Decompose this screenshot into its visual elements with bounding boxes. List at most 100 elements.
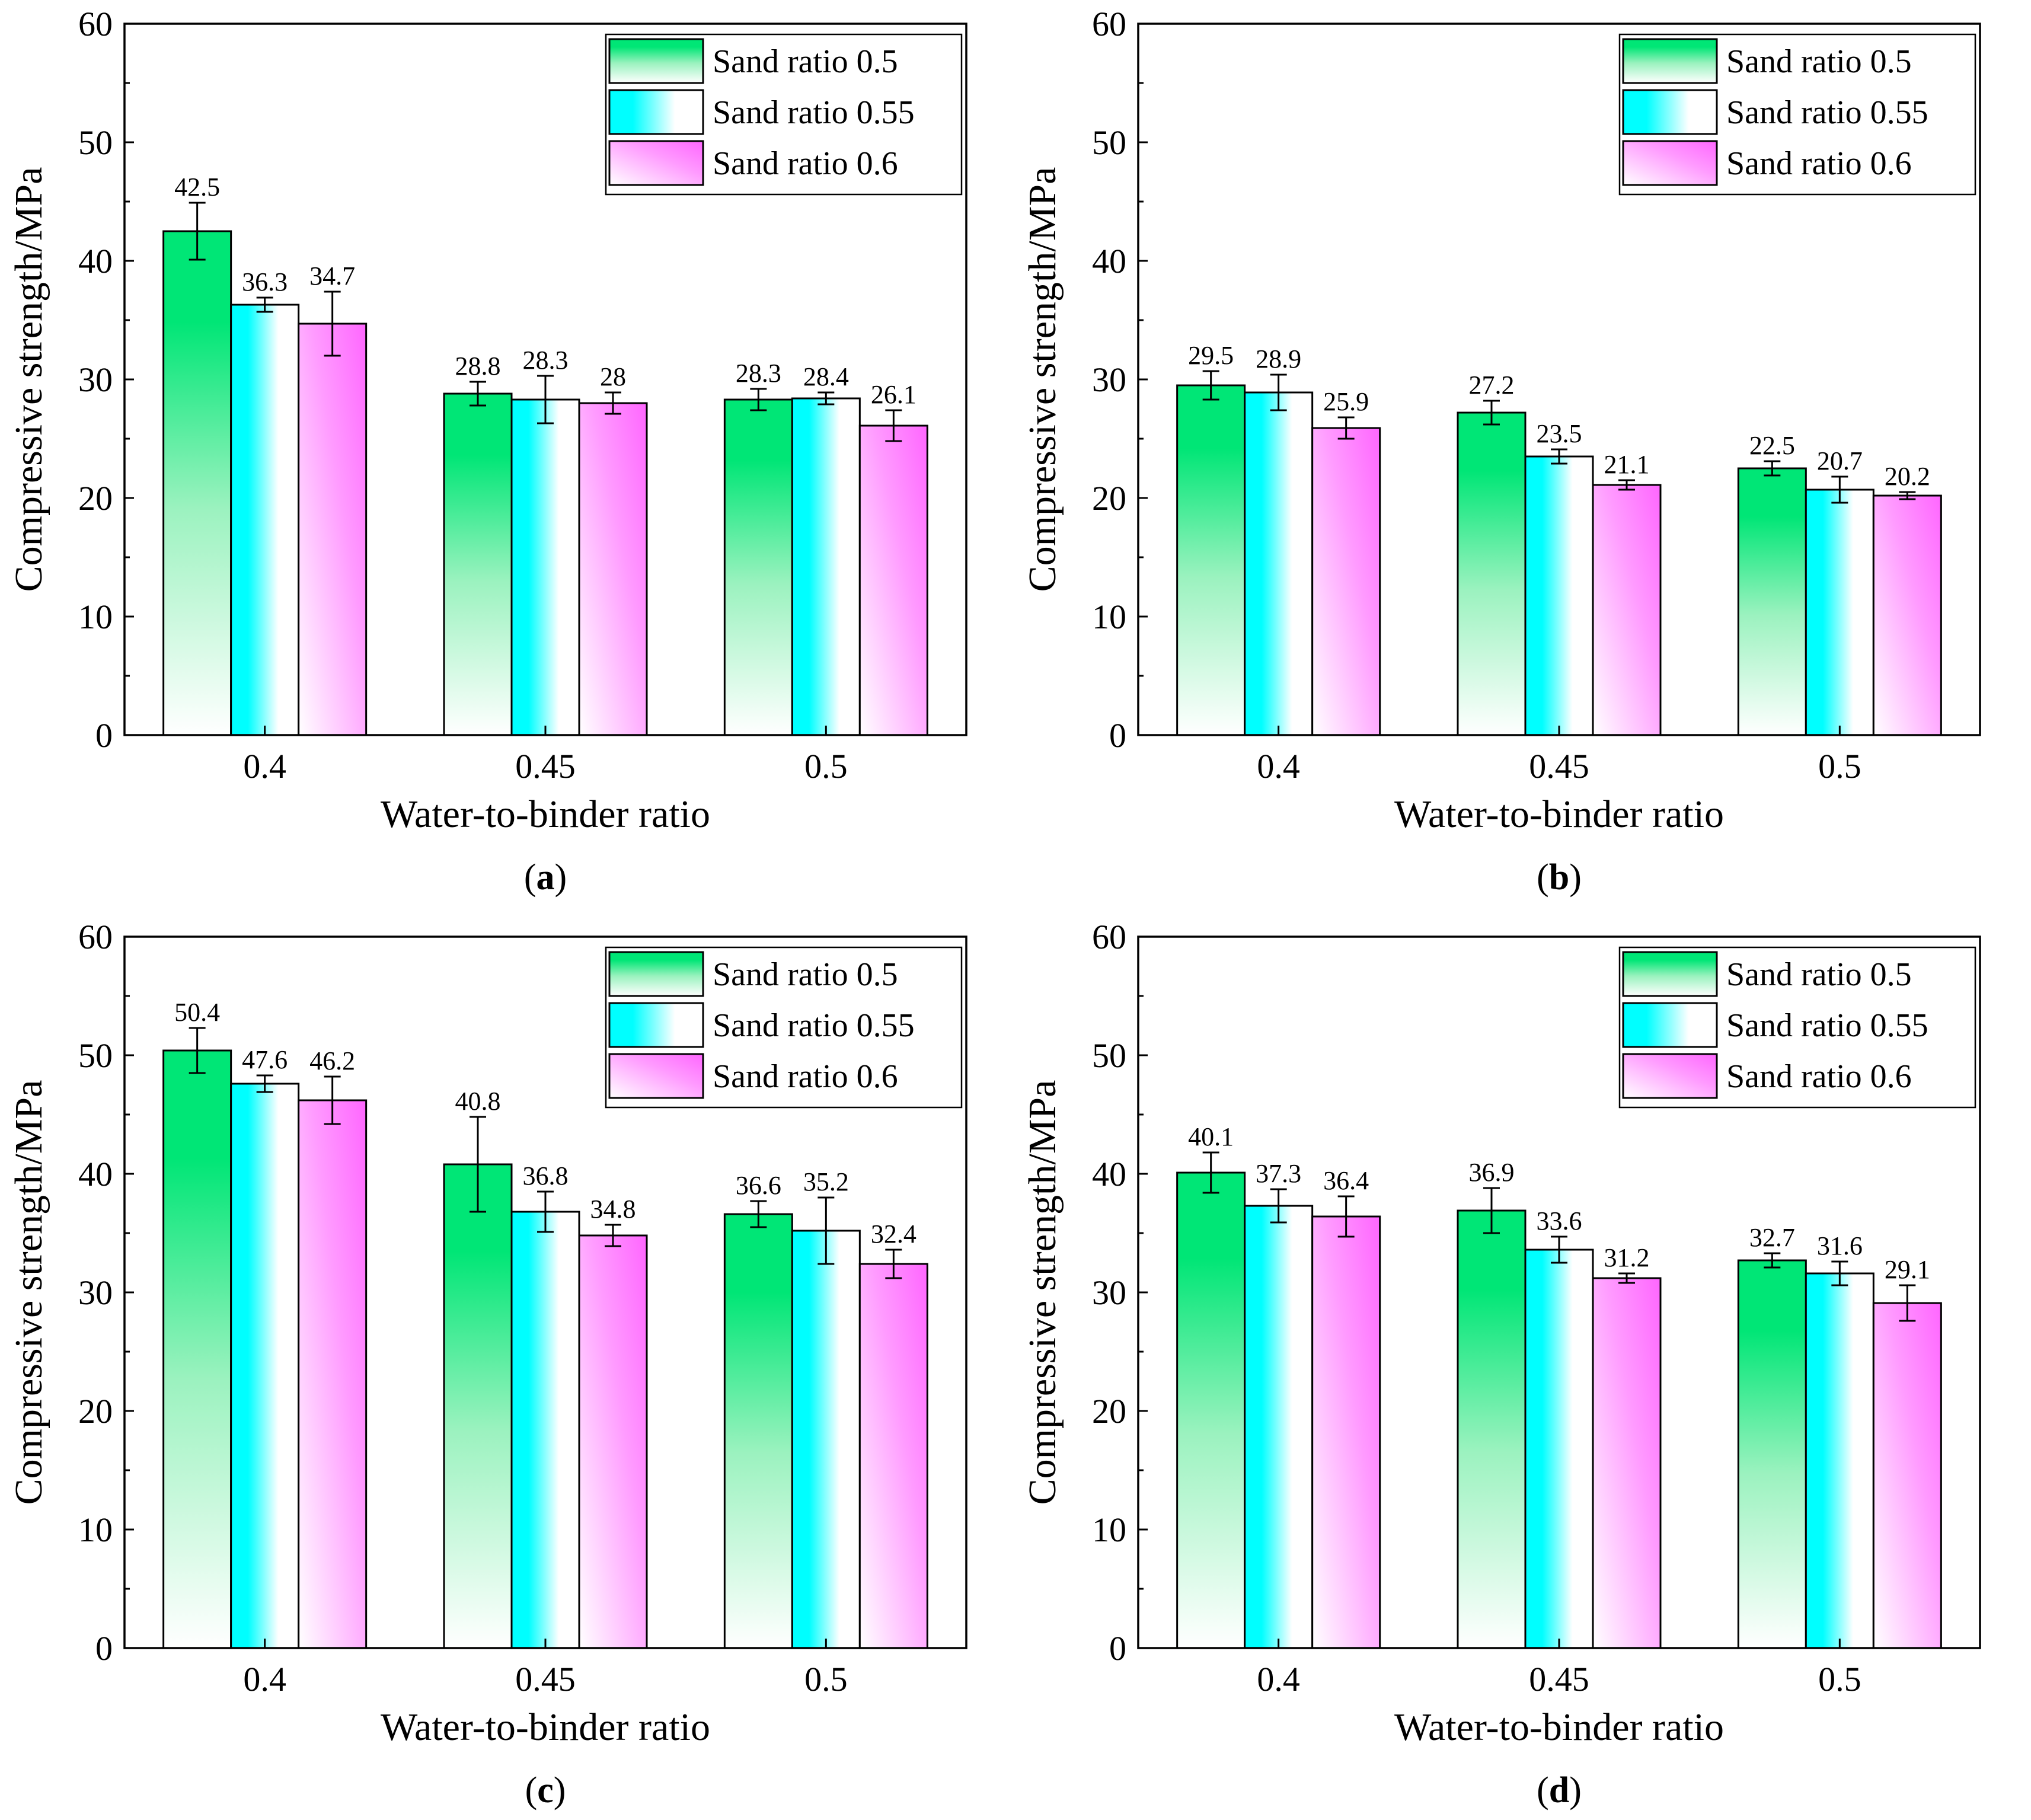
legend-swatch [608,140,704,186]
panel-label-paren: ( [524,857,537,898]
data-label: 23.5 [1537,419,1582,448]
x-tick-label: 0.5 [804,747,848,786]
x-tick-label: 0.45 [515,747,576,786]
panel-label-letter: c [537,1770,554,1811]
data-label: 20.7 [1817,446,1863,475]
bar-b-0.4-s1 [1244,391,1314,736]
legend-swatch [608,1053,704,1099]
data-label: 25.9 [1323,387,1369,416]
y-tick-label: 50 [1092,1036,1126,1075]
y-tick-label: 10 [78,598,113,636]
bar-d-0.45-s1 [1524,1249,1594,1649]
data-label: 28.9 [1256,344,1301,373]
data-label: 28.4 [803,362,849,391]
bar-b-0.45-s2 [1592,484,1662,736]
panel-label-paren: ) [1569,857,1582,898]
panel-label-paren: ( [525,1770,538,1811]
chart-panels: 42.5 36.3 34.7 0.4 28.8 28.3 28 0.45 28.3 28.4 26.… [7,5,1981,1811]
bar-a-0.5-s0 [723,398,793,736]
data-label: 42.5 [174,173,220,202]
data-label: 26.1 [871,380,916,409]
plot-frame [123,23,967,736]
bar-a-0.5-s1 [791,397,861,736]
y-tick-label: 30 [78,1273,113,1312]
x-axis-title: Water-to-binder ratio [381,793,710,836]
x-tick-label: 0.5 [804,1660,848,1698]
y-tick-label: 30 [1092,1273,1126,1312]
bar-c-0.4-s2 [298,1099,368,1649]
data-label: 47.6 [242,1045,288,1074]
x-axis-title: Water-to-binder ratio [1394,1706,1724,1749]
y-axis-title: Compressive strength/MPa [7,1080,50,1505]
panel-label-paren: ) [555,857,567,898]
chart-panel-a: 42.5 36.3 34.7 0.4 28.8 28.3 28 0.45 28.3 28.4 26.… [7,5,967,898]
data-label: 31.2 [1604,1243,1650,1272]
panel-label-letter: a [537,857,555,898]
y-tick-label: 0 [1109,716,1126,755]
y-tick-label: 10 [78,1511,113,1549]
y-tick-label: 30 [1092,360,1126,399]
bar-a-0.45-s0 [443,392,513,736]
bar-c-0.5-s2 [858,1263,928,1649]
legend-swatch [1622,1002,1718,1048]
legend-label: Sand ratio 0.6 [1726,145,1912,182]
legend-label: Sand ratio 0.6 [713,1058,898,1095]
y-tick-label: 40 [78,1155,113,1193]
bar-a-0.45-s1 [510,398,580,736]
legend-swatch [608,38,704,84]
bar-a-0.5-s2 [858,424,928,736]
bar-d-0.5-s0 [1737,1259,1807,1649]
data-label: 31.6 [1817,1231,1863,1260]
data-label: 28.3 [523,346,569,375]
bar-a-0.4-s0 [162,230,232,736]
y-tick-label: 40 [1092,242,1126,280]
bar-a-0.4-s2 [298,323,368,736]
bar-b-0.4-s2 [1311,427,1381,736]
bar-c-0.4-s0 [162,1049,232,1649]
bar-c-0.45-s1 [510,1211,580,1649]
bar-c-0.5-s0 [723,1213,793,1649]
x-tick-label: 0.4 [1257,747,1300,786]
panel-label: (d) [1537,1770,1582,1811]
legend: Sand ratio 0.5 Sand ratio 0.55 Sand ratio … [605,33,963,196]
legend-swatch [608,951,704,997]
panel-label: (a) [524,857,567,898]
data-label: 27.2 [1469,371,1515,400]
legend-label: Sand ratio 0.6 [713,145,898,182]
bar-d-0.4-s1 [1244,1205,1314,1649]
chart-panel-d: 40.1 37.3 36.4 0.4 36.9 33.6 31.2 0.45 32.7 31.6 2… [1021,918,1981,1811]
legend-swatch [1622,1053,1718,1099]
legend-label: Sand ratio 0.55 [1726,94,1928,131]
data-label: 22.5 [1749,431,1795,460]
panel-label-paren: ) [1569,1770,1582,1811]
data-label: 21.1 [1604,450,1650,479]
bar-b-0.5-s1 [1805,488,1874,736]
bar-d-0.5-s2 [1872,1302,1942,1649]
data-label: 36.9 [1469,1158,1515,1187]
legend-label: Sand ratio 0.6 [1726,1058,1912,1095]
y-tick-label: 0 [95,716,113,755]
y-tick-label: 60 [1092,918,1126,956]
legend-swatch [1622,951,1718,997]
x-tick-label: 0.4 [1257,1660,1300,1698]
data-label: 34.7 [309,261,355,290]
data-label: 28.3 [736,359,781,388]
bar-d-0.4-s0 [1176,1171,1246,1649]
data-label: 50.4 [174,998,220,1027]
x-tick-label: 0.4 [243,1660,286,1698]
bar-c-0.5-s1 [791,1230,861,1649]
legend-label: Sand ratio 0.55 [1726,1007,1928,1044]
legend-label: Sand ratio 0.55 [713,94,915,131]
x-tick-label: 0.5 [1818,747,1861,786]
y-tick-label: 40 [1092,1155,1126,1193]
bar-d-0.4-s2 [1311,1215,1381,1649]
bar-a-0.4-s1 [230,304,300,736]
legend-swatch [608,1002,704,1048]
legend-label: Sand ratio 0.5 [713,956,898,993]
y-tick-label: 50 [1092,123,1126,162]
panel-label-paren: ) [554,1770,566,1811]
legend-label: Sand ratio 0.5 [1726,956,1912,993]
x-tick-label: 0.45 [515,1660,576,1698]
x-tick-label: 0.4 [243,747,286,786]
y-tick-label: 20 [1092,1392,1126,1431]
